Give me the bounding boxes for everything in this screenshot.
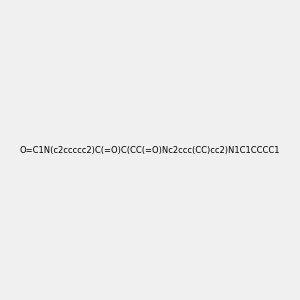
Text: O=C1N(c2ccccc2)C(=O)C(CC(=O)Nc2ccc(CC)cc2)N1C1CCCC1: O=C1N(c2ccccc2)C(=O)C(CC(=O)Nc2ccc(CC)cc… bbox=[20, 146, 280, 154]
